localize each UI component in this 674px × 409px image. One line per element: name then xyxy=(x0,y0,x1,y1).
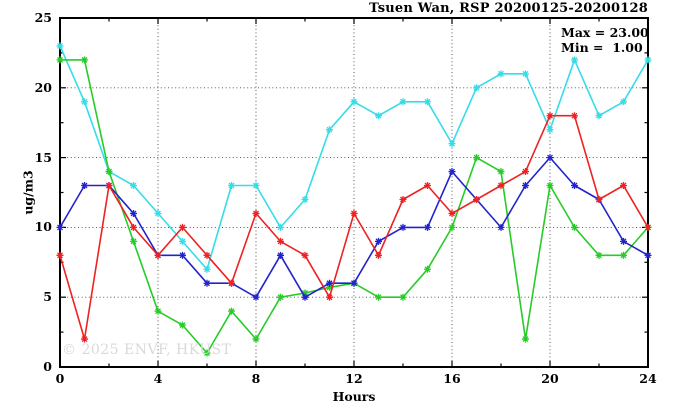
x-tick-label: 24 xyxy=(639,371,657,386)
red-series-markers xyxy=(56,112,652,343)
x-tick-label: 0 xyxy=(55,371,65,386)
y-tick-label: 15 xyxy=(34,149,52,165)
green-series-markers xyxy=(56,56,652,357)
y-tick-label: 10 xyxy=(34,219,52,235)
x-tick-label: 16 xyxy=(443,371,461,386)
x-tick-label: 20 xyxy=(541,371,559,386)
max-min-annotation: Max = 23.00 Min = 1.00 xyxy=(561,25,649,55)
chart-title: Tsuen Wan, RSP 20200125-20200128 xyxy=(369,1,648,16)
x-tick-label: 4 xyxy=(153,371,163,386)
watermark: © 2025 ENVF, HKUST xyxy=(62,342,232,358)
min-value-label: Min = 1.00 xyxy=(561,40,643,55)
y-tick-label: 0 xyxy=(43,359,52,374)
plot-border xyxy=(59,17,649,368)
y-tick-label: 25 xyxy=(34,10,52,25)
x-tick-label: 8 xyxy=(251,371,261,386)
y-axis-label: ug/m3 xyxy=(20,170,36,215)
x-tick-label: 12 xyxy=(345,371,363,386)
y-tick-label: 5 xyxy=(43,289,52,305)
max-value-label: Max = 23.00 xyxy=(561,25,649,40)
x-axis-label: Hours xyxy=(332,389,376,404)
y-tick-label: 20 xyxy=(34,79,52,95)
